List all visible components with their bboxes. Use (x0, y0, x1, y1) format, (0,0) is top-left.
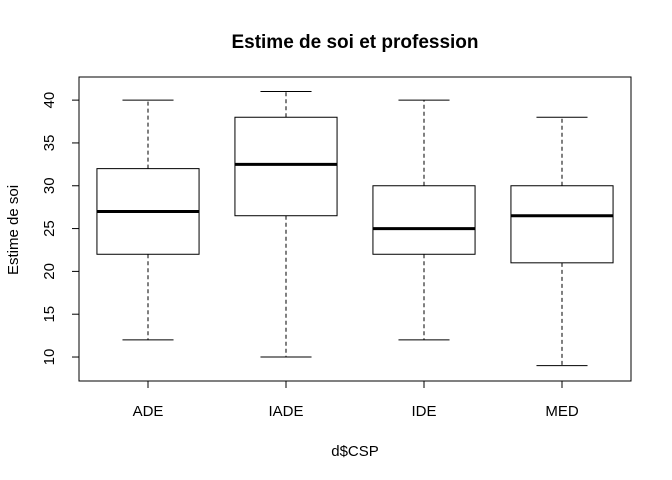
x-tick-label-med: MED (545, 403, 579, 420)
y-tick-label-40: 40 (41, 92, 58, 109)
y-axis-label: Estime de soi (5, 185, 22, 275)
box-ide (372, 99, 476, 341)
box-iqr-med (510, 185, 614, 264)
y-tick-label-25: 25 (41, 220, 58, 237)
box-med (510, 116, 614, 367)
y-tick-label-10: 10 (41, 349, 58, 366)
x-axis-label: d$CSP (331, 443, 379, 460)
y-tick-label-15: 15 (41, 306, 58, 323)
x-tick-label-ide: IDE (411, 403, 436, 420)
box-iqr-iade (234, 116, 338, 217)
x-axis: ADE IADE IDE MED (133, 381, 579, 420)
x-tick-label-ade: ADE (133, 403, 164, 420)
y-tick-label-20: 20 (41, 263, 58, 280)
box-ade (96, 99, 200, 341)
x-tick-label-iade: IADE (268, 403, 303, 420)
y-tick-label-30: 30 (41, 177, 58, 194)
y-axis: 10 15 20 25 30 35 40 (41, 92, 80, 366)
boxes-group (96, 91, 614, 367)
box-iqr-ide (372, 185, 476, 255)
chart-title: Estime de soi et profession (231, 32, 478, 53)
box-iade (234, 91, 338, 358)
y-tick-label-35: 35 (41, 135, 58, 152)
